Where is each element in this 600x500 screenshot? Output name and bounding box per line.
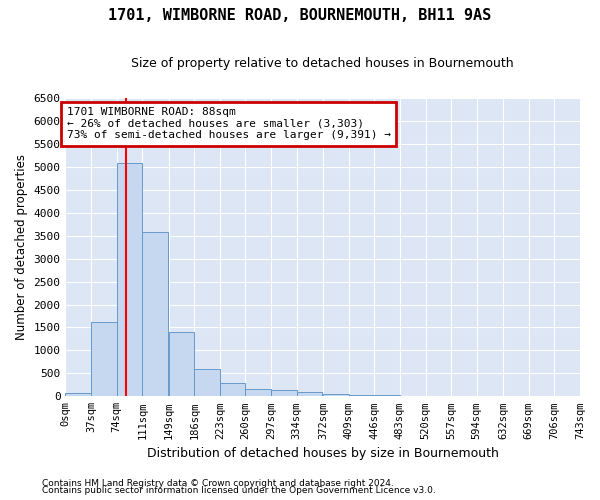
- Title: Size of property relative to detached houses in Bournemouth: Size of property relative to detached ho…: [131, 58, 514, 70]
- Bar: [220, 383, 245, 396]
- Bar: [297, 392, 322, 396]
- Y-axis label: Number of detached properties: Number of detached properties: [15, 154, 28, 340]
- Bar: [116, 163, 142, 396]
- Bar: [374, 395, 400, 396]
- Bar: [142, 232, 168, 396]
- Bar: [65, 393, 91, 396]
- Text: Contains HM Land Registry data © Crown copyright and database right 2024.: Contains HM Land Registry data © Crown c…: [42, 478, 394, 488]
- Text: 1701 WIMBORNE ROAD: 88sqm
← 26% of detached houses are smaller (3,303)
73% of se: 1701 WIMBORNE ROAD: 88sqm ← 26% of detac…: [67, 107, 391, 140]
- X-axis label: Distribution of detached houses by size in Bournemouth: Distribution of detached houses by size …: [147, 447, 499, 460]
- Bar: [245, 389, 271, 396]
- Bar: [349, 394, 374, 396]
- Bar: [194, 369, 220, 396]
- Bar: [323, 394, 349, 396]
- Bar: [271, 390, 297, 396]
- Bar: [91, 322, 116, 396]
- Bar: [169, 332, 194, 396]
- Text: 1701, WIMBORNE ROAD, BOURNEMOUTH, BH11 9AS: 1701, WIMBORNE ROAD, BOURNEMOUTH, BH11 9…: [109, 8, 491, 22]
- Text: Contains public sector information licensed under the Open Government Licence v3: Contains public sector information licen…: [42, 486, 436, 495]
